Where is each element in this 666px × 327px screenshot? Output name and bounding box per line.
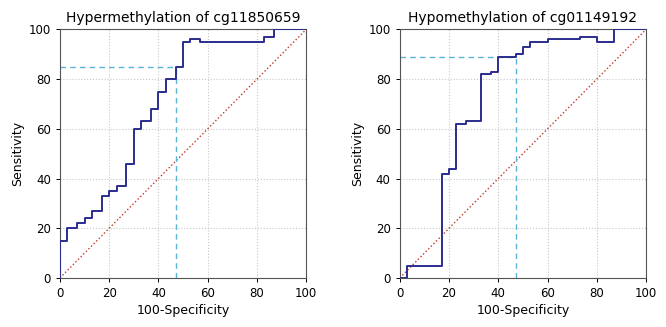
X-axis label: 100-Specificity: 100-Specificity bbox=[476, 304, 569, 317]
Y-axis label: Sensitivity: Sensitivity bbox=[11, 121, 25, 186]
X-axis label: 100-Specificity: 100-Specificity bbox=[137, 304, 230, 317]
Title: Hypermethylation of cg11850659: Hypermethylation of cg11850659 bbox=[66, 11, 300, 26]
Y-axis label: Sensitivity: Sensitivity bbox=[352, 121, 364, 186]
Title: Hypomethylation of cg01149192: Hypomethylation of cg01149192 bbox=[408, 11, 637, 26]
